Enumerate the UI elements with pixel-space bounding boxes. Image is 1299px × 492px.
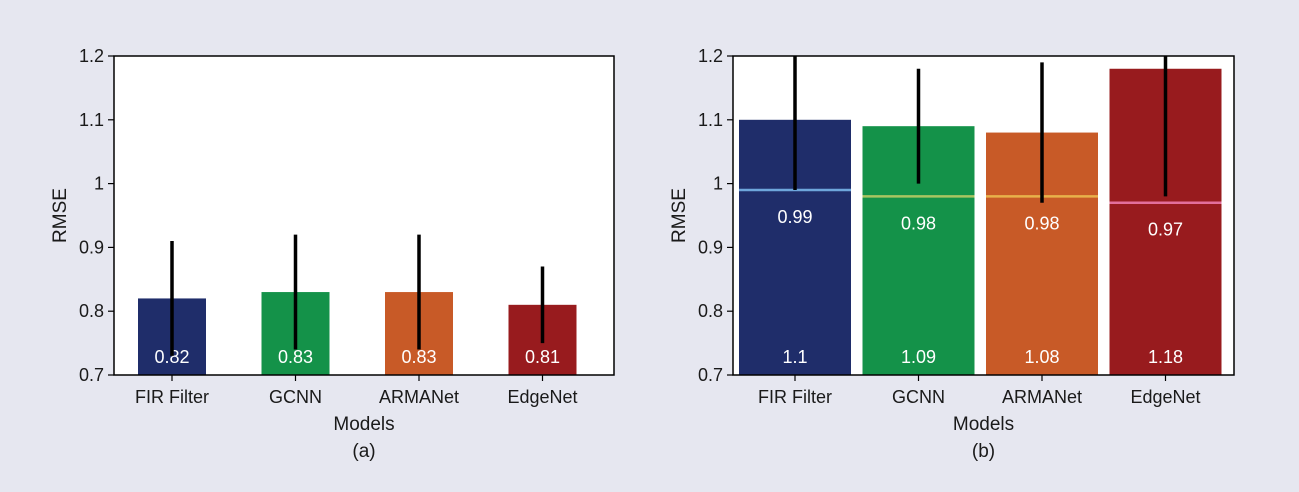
x-tick-label: FIR Filter [135,387,209,407]
panel-label: (a) [352,441,375,462]
reference-label: 0.99 [777,207,812,227]
data-label: 1.08 [1024,347,1059,367]
y-tick-label: 0.8 [79,301,104,321]
y-axis-label: RMSE [669,188,690,243]
x-tick-label: FIR Filter [758,387,832,407]
x-tick-label: GCNN [892,387,945,407]
y-tick-label: 1 [94,174,104,194]
x-axis-label: Models [333,414,394,435]
panel-label: (b) [972,441,995,462]
y-tick-label: 0.7 [698,365,723,385]
x-tick-label: EdgeNet [507,387,577,407]
x-tick-label: EdgeNet [1130,387,1200,407]
x-axis-label: Models [953,414,1014,435]
y-tick-label: 1 [713,174,723,194]
reference-label: 0.98 [1024,213,1059,233]
plot-frame [732,55,1235,376]
x-tick-label: ARMANet [379,387,459,407]
y-axis-label: RMSE [50,188,71,243]
chart-panel-a: 0.82 0.83 0.83 0.81 0.7 0.8 0.9 1 1.1 1.2 FIR Filt… [50,46,615,462]
x-tick-label: ARMANet [1002,387,1082,407]
data-label: 1.1 [782,347,807,367]
data-label: 1.18 [1148,347,1183,367]
y-tick-label: 1.1 [698,110,723,130]
data-label: 0.82 [154,347,189,367]
y-tick-label: 1.2 [698,46,723,66]
y-tick-label: 0.7 [79,365,104,385]
y-tick-label: 0.9 [79,237,104,257]
y-tick-label: 0.8 [698,301,723,321]
x-tick-label: GCNN [269,387,322,407]
y-tick-label: 0.9 [698,237,723,257]
data-label: 0.83 [278,347,313,367]
y-tick-label: 1.1 [79,110,104,130]
chart-panel-b: 0.99 0.98 0.98 0.97 1.1 1.09 1.08 1.18 0.7 0.8 0.9… [669,46,1235,462]
y-tick-label: 1.2 [79,46,104,66]
reference-label: 0.98 [901,213,936,233]
plot-frame [113,55,615,376]
data-label: 0.81 [525,347,560,367]
data-label: 1.09 [901,347,936,367]
reference-label: 0.97 [1148,220,1183,240]
data-label: 0.83 [401,347,436,367]
